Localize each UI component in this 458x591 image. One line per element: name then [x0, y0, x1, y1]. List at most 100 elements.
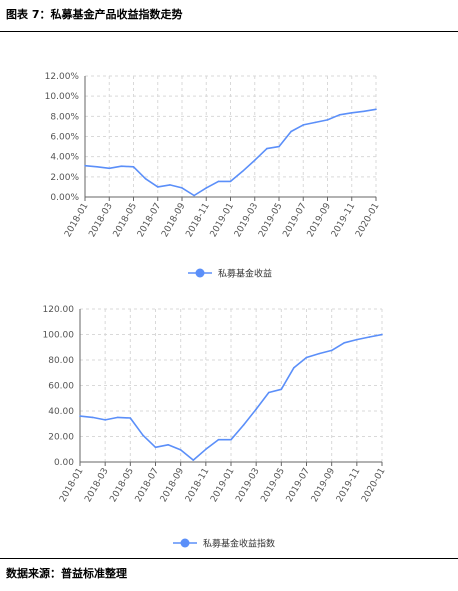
data-point [156, 186, 159, 188]
data-point [142, 434, 144, 437]
x-tick-label: 2019-03 [233, 202, 260, 240]
x-tick-label: 2019-11 [335, 467, 362, 505]
data-point [84, 164, 86, 167]
data-point [267, 391, 270, 394]
data-point [363, 110, 365, 113]
data-point [217, 180, 220, 183]
x-tick-label: 2018-09 [159, 466, 187, 504]
data-point [108, 167, 111, 170]
data-point [356, 338, 358, 341]
data-point [293, 366, 295, 369]
data-point [120, 165, 123, 168]
data-point [290, 130, 292, 133]
y-tick-label: 40.00 [48, 407, 74, 417]
y-tick-label: 6.00% [50, 133, 79, 143]
x-tick-label: 2018-05 [112, 202, 139, 240]
data-point [314, 121, 317, 124]
data-point [192, 459, 195, 461]
x-tick-label: 2019-05 [259, 467, 286, 505]
data-point [278, 145, 280, 148]
data-point [230, 438, 232, 441]
y-tick-label: 80.00 [48, 356, 74, 366]
y-tick-label: 4.00% [50, 153, 79, 163]
data-point [318, 352, 320, 355]
x-tick-label: 2018-03 [83, 467, 110, 505]
y-tick-label: 10.00% [45, 92, 80, 102]
legend-label: 私募基金收益指数 [203, 538, 275, 550]
x-tick-label: 2018-03 [87, 202, 114, 240]
series-line [84, 108, 377, 197]
x-tick-label: 2018-09 [160, 201, 188, 239]
data-point [266, 147, 268, 150]
data-point [154, 446, 157, 449]
data-source-note: 数据来源：普益标准整理 [6, 567, 127, 580]
data-point [368, 336, 371, 338]
data-point [129, 417, 132, 419]
data-point [104, 419, 106, 421]
y-tick-label: 8.00% [50, 112, 79, 122]
index-chart: 0.00 20.00 40.00 60.00 80.00 100.00 120.00 2018… [43, 305, 388, 550]
y-tick-label: 0.00 [54, 458, 74, 468]
return-chart: 0.00% 2.00% 4.00% 6.00% 8.00% 10.00% 12.00% 201… [45, 72, 382, 280]
legend-swatch-marker [180, 538, 190, 548]
x-tick-label: 2018-07 [134, 467, 161, 505]
x-tick-label: 2019-01 [209, 467, 236, 505]
data-point [242, 424, 245, 426]
top-rule [0, 31, 458, 32]
x-tick-label: 2020-01 [360, 467, 387, 505]
x-tick-label: 2019-07 [285, 467, 312, 505]
x-tick-label: 2020-01 [354, 202, 381, 240]
data-point [338, 114, 341, 116]
bottom-rule [0, 558, 458, 559]
data-point [217, 438, 220, 441]
data-point [91, 416, 94, 419]
x-tick-label: 2018-05 [108, 467, 135, 505]
x-tick-label: 2019-05 [257, 202, 284, 240]
x-tick-label: 2018-11 [184, 467, 211, 505]
y-tick-label: 12.00% [45, 72, 80, 82]
data-point [330, 349, 333, 352]
x-tick-label: 2018-01 [58, 467, 85, 505]
data-point [79, 415, 81, 417]
y-tick-label: 120.00 [43, 305, 75, 315]
x-tick-label: 2019-01 [209, 202, 236, 240]
data-point [375, 108, 377, 111]
data-point [253, 159, 256, 161]
data-point [96, 165, 98, 168]
y-tick-label: 20.00 [48, 433, 74, 443]
x-tick-label: 2018-11 [184, 202, 211, 240]
data-point [205, 448, 207, 451]
data-point [280, 388, 283, 391]
data-point [343, 341, 346, 344]
data-point [144, 178, 147, 180]
data-point [229, 180, 232, 183]
data-point [193, 194, 195, 197]
x-tick-label: 2019-11 [330, 202, 357, 240]
data-point [241, 170, 244, 173]
data-point [181, 187, 183, 189]
data-point [350, 112, 353, 114]
figure-title: 图表 7：私募基金产品收益指数走势 [6, 8, 183, 21]
legend-swatch-marker [195, 268, 205, 278]
y-tick-label: 2.00% [50, 173, 79, 183]
x-tick-label: 2018-01 [63, 202, 90, 240]
x-tick-label: 2019-09 [306, 201, 334, 239]
x-tick-label: 2019-03 [234, 467, 261, 505]
y-tick-label: 100.00 [43, 331, 75, 341]
data-point [305, 356, 308, 359]
data-point [132, 165, 135, 168]
data-point [116, 416, 119, 419]
data-point [169, 184, 171, 186]
data-point [205, 187, 208, 189]
y-tick-label: 0.00% [50, 193, 79, 203]
legend-label: 私募基金收益 [218, 268, 272, 280]
x-tick-label: 2019-07 [281, 202, 308, 240]
x-tick-label: 2019-09 [310, 466, 338, 504]
y-tick-label: 60.00 [48, 382, 74, 392]
data-point [179, 449, 182, 451]
data-point [255, 408, 257, 410]
data-point [167, 443, 169, 446]
x-tick-label: 2018-07 [136, 202, 163, 240]
data-point [302, 124, 305, 126]
data-point [381, 333, 383, 336]
